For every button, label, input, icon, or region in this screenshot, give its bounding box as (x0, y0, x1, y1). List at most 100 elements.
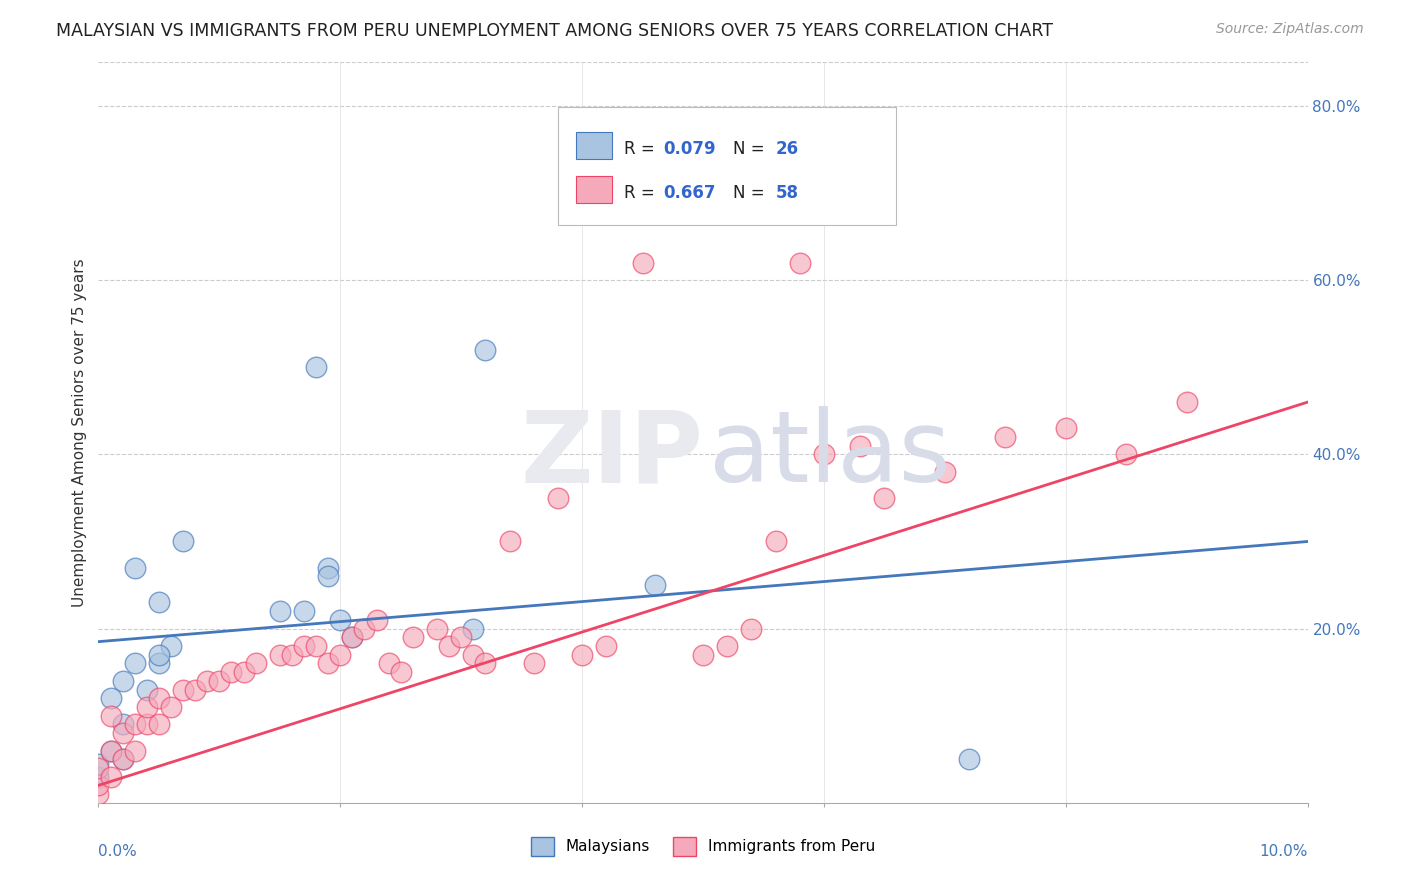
Point (849, 439, 872, 453)
Point (87, 756, 110, 771)
Point (1115, 447, 1137, 461)
Text: MALAYSIAN VS IMMIGRANTS FROM PERU UNEMPLOYMENT AMONG SENIORS OVER 75 YEARS CORRE: MALAYSIAN VS IMMIGRANTS FROM PERU UNEMPL… (56, 22, 1053, 40)
Point (292, 604, 315, 618)
Point (100, 691, 122, 706)
Point (87, 761, 110, 775)
Point (269, 648, 291, 662)
FancyBboxPatch shape (576, 132, 613, 159)
Point (135, 682, 157, 697)
Point (292, 639, 315, 653)
Point (692, 648, 714, 662)
Y-axis label: Unemployment Among Seniors over 75 years: Unemployment Among Seniors over 75 years (72, 259, 87, 607)
Point (148, 648, 170, 662)
Text: 10.0%: 10.0% (1260, 844, 1308, 858)
Point (184, 682, 207, 697)
Point (124, 560, 146, 574)
Point (135, 700, 157, 714)
Text: 0.0%: 0.0% (98, 844, 138, 858)
Point (716, 639, 738, 653)
Point (740, 622, 762, 636)
Point (148, 691, 170, 706)
Point (789, 256, 811, 270)
Point (765, 534, 787, 549)
Point (100, 770, 122, 784)
Point (463, 622, 485, 636)
Point (644, 578, 666, 592)
Text: 26: 26 (776, 140, 799, 158)
Point (111, 726, 134, 740)
Point (474, 657, 496, 671)
Point (463, 648, 485, 662)
Point (305, 639, 328, 653)
Point (232, 665, 254, 680)
Point (873, 491, 896, 505)
Point (353, 622, 375, 636)
Text: 0.667: 0.667 (664, 185, 716, 202)
Point (100, 708, 122, 723)
Point (305, 360, 328, 375)
FancyBboxPatch shape (558, 107, 897, 226)
Point (87, 778, 110, 792)
Text: N =: N = (734, 140, 770, 158)
Text: Source: ZipAtlas.com: Source: ZipAtlas.com (1216, 22, 1364, 37)
Point (100, 743, 122, 757)
Point (474, 343, 496, 357)
Text: atlas: atlas (709, 407, 950, 503)
Point (160, 700, 183, 714)
Point (160, 639, 183, 653)
Point (245, 657, 267, 671)
Point (111, 752, 134, 766)
Point (377, 657, 399, 671)
Point (342, 630, 364, 644)
Point (994, 430, 1017, 444)
Point (124, 717, 146, 731)
Text: R =: R = (624, 140, 661, 158)
Point (221, 665, 243, 680)
Point (329, 613, 352, 627)
Point (547, 491, 569, 505)
Point (135, 717, 157, 731)
Point (124, 743, 146, 757)
Point (316, 569, 339, 583)
Point (208, 673, 231, 688)
Point (148, 717, 170, 731)
Point (124, 657, 146, 671)
Point (172, 682, 194, 697)
Point (342, 630, 364, 644)
Point (450, 630, 472, 644)
FancyBboxPatch shape (576, 177, 613, 203)
Point (281, 648, 304, 662)
Point (402, 630, 425, 644)
Point (1175, 395, 1198, 409)
Point (571, 648, 593, 662)
Point (111, 752, 134, 766)
Point (148, 595, 170, 609)
Point (957, 752, 980, 766)
Text: 58: 58 (776, 185, 799, 202)
Point (87, 787, 110, 801)
Point (366, 613, 388, 627)
Point (1054, 421, 1077, 435)
Text: 0.079: 0.079 (664, 140, 716, 158)
Point (437, 639, 460, 653)
Point (316, 560, 339, 574)
Point (934, 465, 956, 479)
Legend: Malaysians, Immigrants from Peru: Malaysians, Immigrants from Peru (524, 831, 882, 862)
Point (316, 657, 339, 671)
Point (111, 673, 134, 688)
Point (111, 717, 134, 731)
Text: R =: R = (624, 185, 661, 202)
Point (389, 665, 412, 680)
Point (87, 770, 110, 784)
Text: ZIP: ZIP (520, 407, 703, 503)
Point (172, 534, 194, 549)
Point (631, 256, 654, 270)
Point (148, 657, 170, 671)
Point (329, 648, 352, 662)
Point (813, 447, 835, 461)
Point (269, 604, 291, 618)
Point (195, 673, 218, 688)
Point (426, 622, 449, 636)
Point (100, 743, 122, 757)
Point (523, 657, 546, 671)
